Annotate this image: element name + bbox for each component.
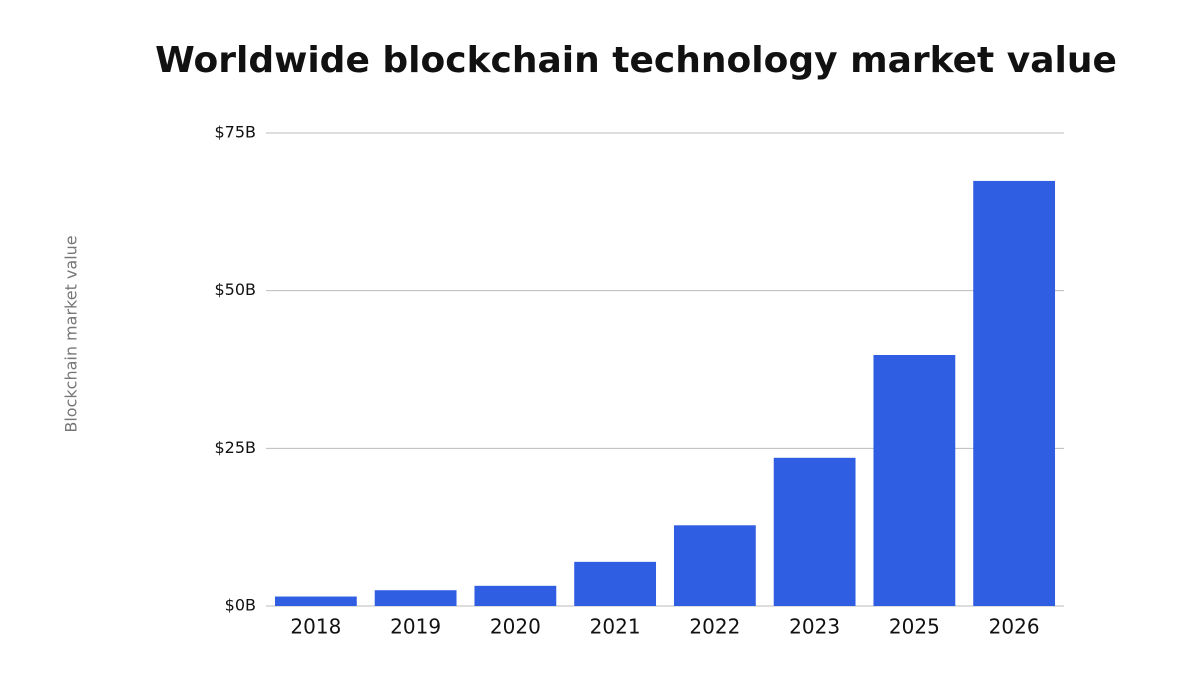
x-tick-label: 2026 (989, 615, 1040, 639)
y-tick-label: $75B (214, 123, 256, 142)
bar (873, 354, 956, 606)
x-tick-label: 2020 (490, 615, 541, 639)
x-tick-label: 2022 (689, 615, 740, 639)
bar (973, 180, 1056, 606)
y-axis-label: Blockchain market value (62, 235, 81, 432)
y-tick-label: $25B (214, 438, 256, 457)
bar (374, 590, 457, 606)
bar (673, 525, 756, 606)
bar (274, 596, 357, 606)
bar (474, 585, 557, 606)
bar (773, 457, 856, 606)
y-tick-label: $50B (214, 280, 256, 299)
x-tick-label: 2019 (390, 615, 441, 639)
x-tick-label: 2023 (789, 615, 840, 639)
y-tick-label: $0B (225, 596, 256, 615)
x-tick-label: 2021 (590, 615, 641, 639)
bar (574, 561, 657, 606)
x-tick-label: 2018 (290, 615, 341, 639)
chart-title: Worldwide blockchain technology market v… (155, 40, 1117, 81)
x-tick-label: 2025 (889, 615, 940, 639)
